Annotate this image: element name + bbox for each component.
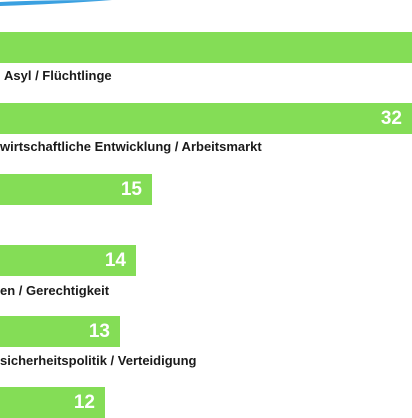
bar-value-label-6: 12	[73, 392, 95, 413]
bar-value-label-5: 13	[88, 321, 110, 342]
bar-value-label-4: 14	[104, 250, 126, 271]
category-label-2: wirtschaftliche Entwicklung / Arbeitsmar…	[0, 139, 262, 154]
top-accent-arc	[0, 0, 112, 6]
category-label-4: en / Gerechtigkeit	[0, 283, 110, 298]
bar-4	[0, 245, 136, 276]
bar-5	[0, 316, 120, 347]
bar-value-label-2: 32	[380, 108, 402, 129]
category-label-1: Asyl / Flüchtlinge	[4, 68, 112, 83]
bar-2	[0, 103, 412, 134]
bar-3	[0, 174, 152, 205]
category-label-5: sicherheitspolitik / Verteidigung	[0, 353, 197, 368]
bar-1	[0, 32, 412, 63]
bar-value-label-3: 15	[120, 179, 142, 200]
